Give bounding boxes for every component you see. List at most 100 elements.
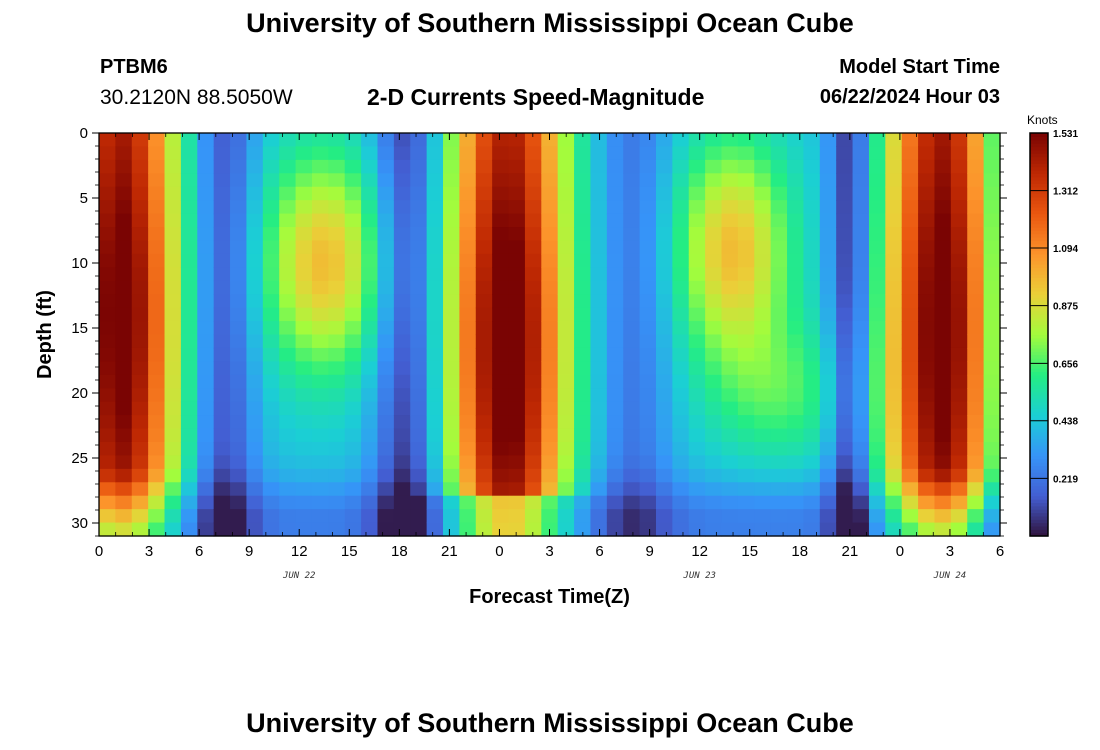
heatmap-cell [115, 522, 133, 537]
heatmap-cell [590, 146, 608, 161]
heatmap-cell [361, 213, 379, 228]
heatmap-cell [950, 334, 968, 349]
heatmap-cell [557, 294, 575, 309]
heatmap-cell [983, 482, 1001, 497]
heatmap-cell [819, 280, 837, 295]
heatmap-cell [721, 522, 739, 537]
heatmap-cell [279, 186, 297, 201]
heatmap-cell [377, 200, 395, 215]
heatmap-cell [705, 441, 723, 456]
heatmap-cell [868, 186, 886, 201]
heatmap-cell [672, 133, 690, 148]
heatmap-cell [344, 455, 362, 470]
heatmap-cell [721, 441, 739, 456]
heatmap-cell [606, 401, 624, 416]
heatmap-cell [524, 173, 542, 188]
heatmap-cell [361, 388, 379, 403]
heatmap-cell [262, 294, 280, 309]
heatmap-cell [279, 200, 297, 215]
heatmap-cell [819, 200, 837, 215]
heatmap-cell [410, 347, 428, 362]
heatmap-cell [705, 240, 723, 255]
heatmap-cell [770, 388, 788, 403]
heatmap-cell [852, 374, 870, 389]
heatmap-cell [410, 159, 428, 174]
heatmap-cell [115, 200, 133, 215]
heatmap-cell [492, 509, 510, 524]
heatmap-cell [459, 509, 477, 524]
heatmap-cell [279, 347, 297, 362]
colorbar-segment [1030, 253, 1048, 258]
colorbar-tick-label: 0.438 [1053, 417, 1078, 428]
heatmap-cell [655, 428, 673, 443]
heatmap-cell [443, 253, 460, 268]
heatmap-cell [688, 133, 706, 148]
colorbar-segment [1030, 485, 1048, 490]
heatmap-cell [787, 267, 805, 282]
heatmap-cell [557, 267, 575, 282]
heatmap-cell [311, 374, 329, 389]
heatmap-cell [230, 482, 248, 497]
heatmap-cell [246, 280, 264, 295]
heatmap-cell [967, 173, 985, 188]
heatmap-cell [131, 441, 149, 456]
heatmap-cell [639, 361, 657, 376]
heatmap-cell [361, 428, 379, 443]
heatmap-cell [836, 294, 854, 309]
heatmap-cell [459, 428, 477, 443]
heatmap-cell [967, 415, 985, 430]
heatmap-cell [705, 401, 723, 416]
heatmap-cell [246, 455, 264, 470]
heatmap-cell [115, 428, 133, 443]
colorbar-segment [1030, 223, 1048, 228]
heatmap-cell [180, 267, 198, 282]
heatmap-cell [803, 321, 821, 336]
colorbar-segment [1030, 166, 1048, 171]
heatmap-cell [541, 482, 559, 497]
x-tick-label: 3 [145, 543, 153, 560]
heatmap-cell [475, 509, 493, 524]
heatmap-cell [213, 240, 231, 255]
heatmap-cell [819, 482, 837, 497]
heatmap-cell [180, 495, 198, 510]
heatmap-cell [787, 253, 805, 268]
heatmap-cell [574, 441, 592, 456]
heatmap-cell [770, 321, 788, 336]
heatmap-cell [295, 227, 313, 242]
heatmap-cell [737, 159, 755, 174]
heatmap-cell [868, 361, 886, 376]
heatmap-cell [541, 200, 559, 215]
heatmap-cell [443, 428, 460, 443]
heatmap-cell [246, 401, 264, 416]
heatmap-cell [410, 294, 428, 309]
heatmap-cell [852, 334, 870, 349]
heatmap-cell [803, 347, 821, 362]
heatmap-cell [361, 294, 379, 309]
heatmap-cell [328, 415, 346, 430]
heatmap-cell [868, 280, 886, 295]
heatmap-cell [459, 455, 477, 470]
heatmap-cell [164, 200, 182, 215]
heatmap-cell [524, 401, 542, 416]
heatmap-cell [950, 401, 968, 416]
colorbar-segment [1030, 203, 1048, 208]
colorbar-segment [1030, 515, 1048, 520]
heatmap-cell [475, 388, 493, 403]
heatmap-cell [737, 374, 755, 389]
heatmap-cell [852, 321, 870, 336]
heatmap-cell [770, 482, 788, 497]
heatmap-cell [393, 227, 411, 242]
heatmap-cell [541, 321, 559, 336]
heatmap-cell [197, 361, 215, 376]
heatmap-cell [213, 468, 231, 483]
colorbar-segment [1030, 183, 1048, 188]
heatmap-cell [459, 240, 477, 255]
heatmap-cell [639, 227, 657, 242]
colorbar-segment [1030, 327, 1048, 332]
heatmap-cell [426, 509, 444, 524]
heatmap-cell [737, 146, 755, 161]
heatmap-cell [99, 159, 116, 174]
heatmap-cell [508, 173, 526, 188]
heatmap-cell [99, 280, 116, 295]
